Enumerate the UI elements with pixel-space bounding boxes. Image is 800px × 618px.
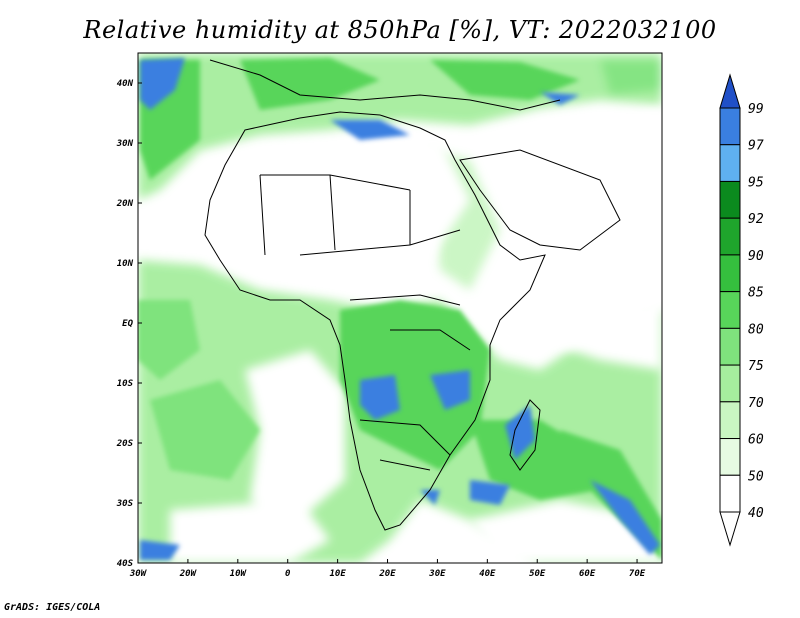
- colorbar-box: [719, 107, 741, 146]
- colorbar-label-70: 70: [748, 396, 764, 411]
- lon-label-60E: 60E: [579, 569, 596, 579]
- lat-label-10S: 10S: [117, 379, 134, 389]
- colorbar-box: [719, 364, 741, 403]
- colorbar-label-90: 90: [748, 249, 764, 264]
- colorbar-bottom-triangle: [719, 511, 741, 547]
- lat-label-40S: 40S: [117, 559, 134, 569]
- colorbar-label-99: 99: [748, 102, 764, 117]
- lon-label-70E: 70E: [629, 569, 646, 579]
- map-frame: [137, 52, 663, 564]
- colorbar-label-80: 80: [748, 322, 764, 337]
- credit-text: GrADS: IGES/COLA: [4, 602, 101, 613]
- lat-label-40N: 40N: [117, 79, 134, 89]
- lat-label-EQ: EQ: [122, 319, 133, 329]
- lon-label-30W: 30W: [129, 569, 148, 579]
- lon-label-40E: 40E: [479, 569, 496, 579]
- lat-label-30N: 30N: [116, 139, 134, 149]
- lon-label-30E: 30E: [428, 569, 446, 579]
- map-title: Relative humidity at 850hPa [%], VT: 202…: [83, 16, 717, 44]
- colorbar-label-75: 75: [748, 359, 764, 374]
- lat-label-20N: 20N: [116, 199, 134, 209]
- lon-label-50E: 50E: [529, 569, 546, 579]
- colorbar-label-97: 97: [748, 139, 764, 154]
- colorbar-box: [719, 144, 741, 182]
- lon-label-20W: 20W: [179, 569, 198, 579]
- colorbar-label-50: 50: [748, 469, 764, 484]
- colorbar-label-60: 60: [748, 433, 764, 448]
- colorbar-box: [719, 438, 741, 476]
- coastlines: [204, 59, 621, 531]
- colorbar: 99 97 95 92 90 85 80 75 70 60 50 40: [719, 73, 764, 547]
- colorbar-box: [719, 401, 741, 440]
- lon-label-10E: 10E: [329, 569, 346, 579]
- colorbar-label-95: 95: [748, 175, 764, 190]
- colorbar-box: [719, 217, 741, 256]
- lat-label-20S: 20S: [116, 439, 134, 449]
- colorbar-box: [719, 291, 741, 329]
- colorbar-box: [719, 474, 741, 513]
- humidity-field: [138, 53, 662, 563]
- colorbar-box: [719, 327, 741, 366]
- colorbar-top-triangle: [719, 73, 741, 109]
- lon-label-10W: 10W: [230, 569, 248, 579]
- longitude-labels: 30W 20W 10W 0 10E 20E 30E 40E 50E 60E 70E: [129, 569, 646, 579]
- lat-label-30S: 30S: [116, 499, 134, 509]
- lon-label-0: 0: [285, 569, 291, 579]
- colorbar-label-40: 40: [748, 506, 764, 521]
- axis-ticks: [137, 82, 638, 564]
- lon-label-20E: 20E: [378, 569, 396, 579]
- latitude-labels: 40N 30N 20N 10N EQ 10S 20S 30S 40S: [116, 79, 134, 569]
- colorbar-box: [719, 180, 741, 219]
- colorbar-box: [719, 254, 741, 293]
- colorbar-label-85: 85: [748, 286, 764, 301]
- lat-label-10N: 10N: [117, 259, 134, 269]
- colorbar-label-92: 92: [748, 212, 764, 227]
